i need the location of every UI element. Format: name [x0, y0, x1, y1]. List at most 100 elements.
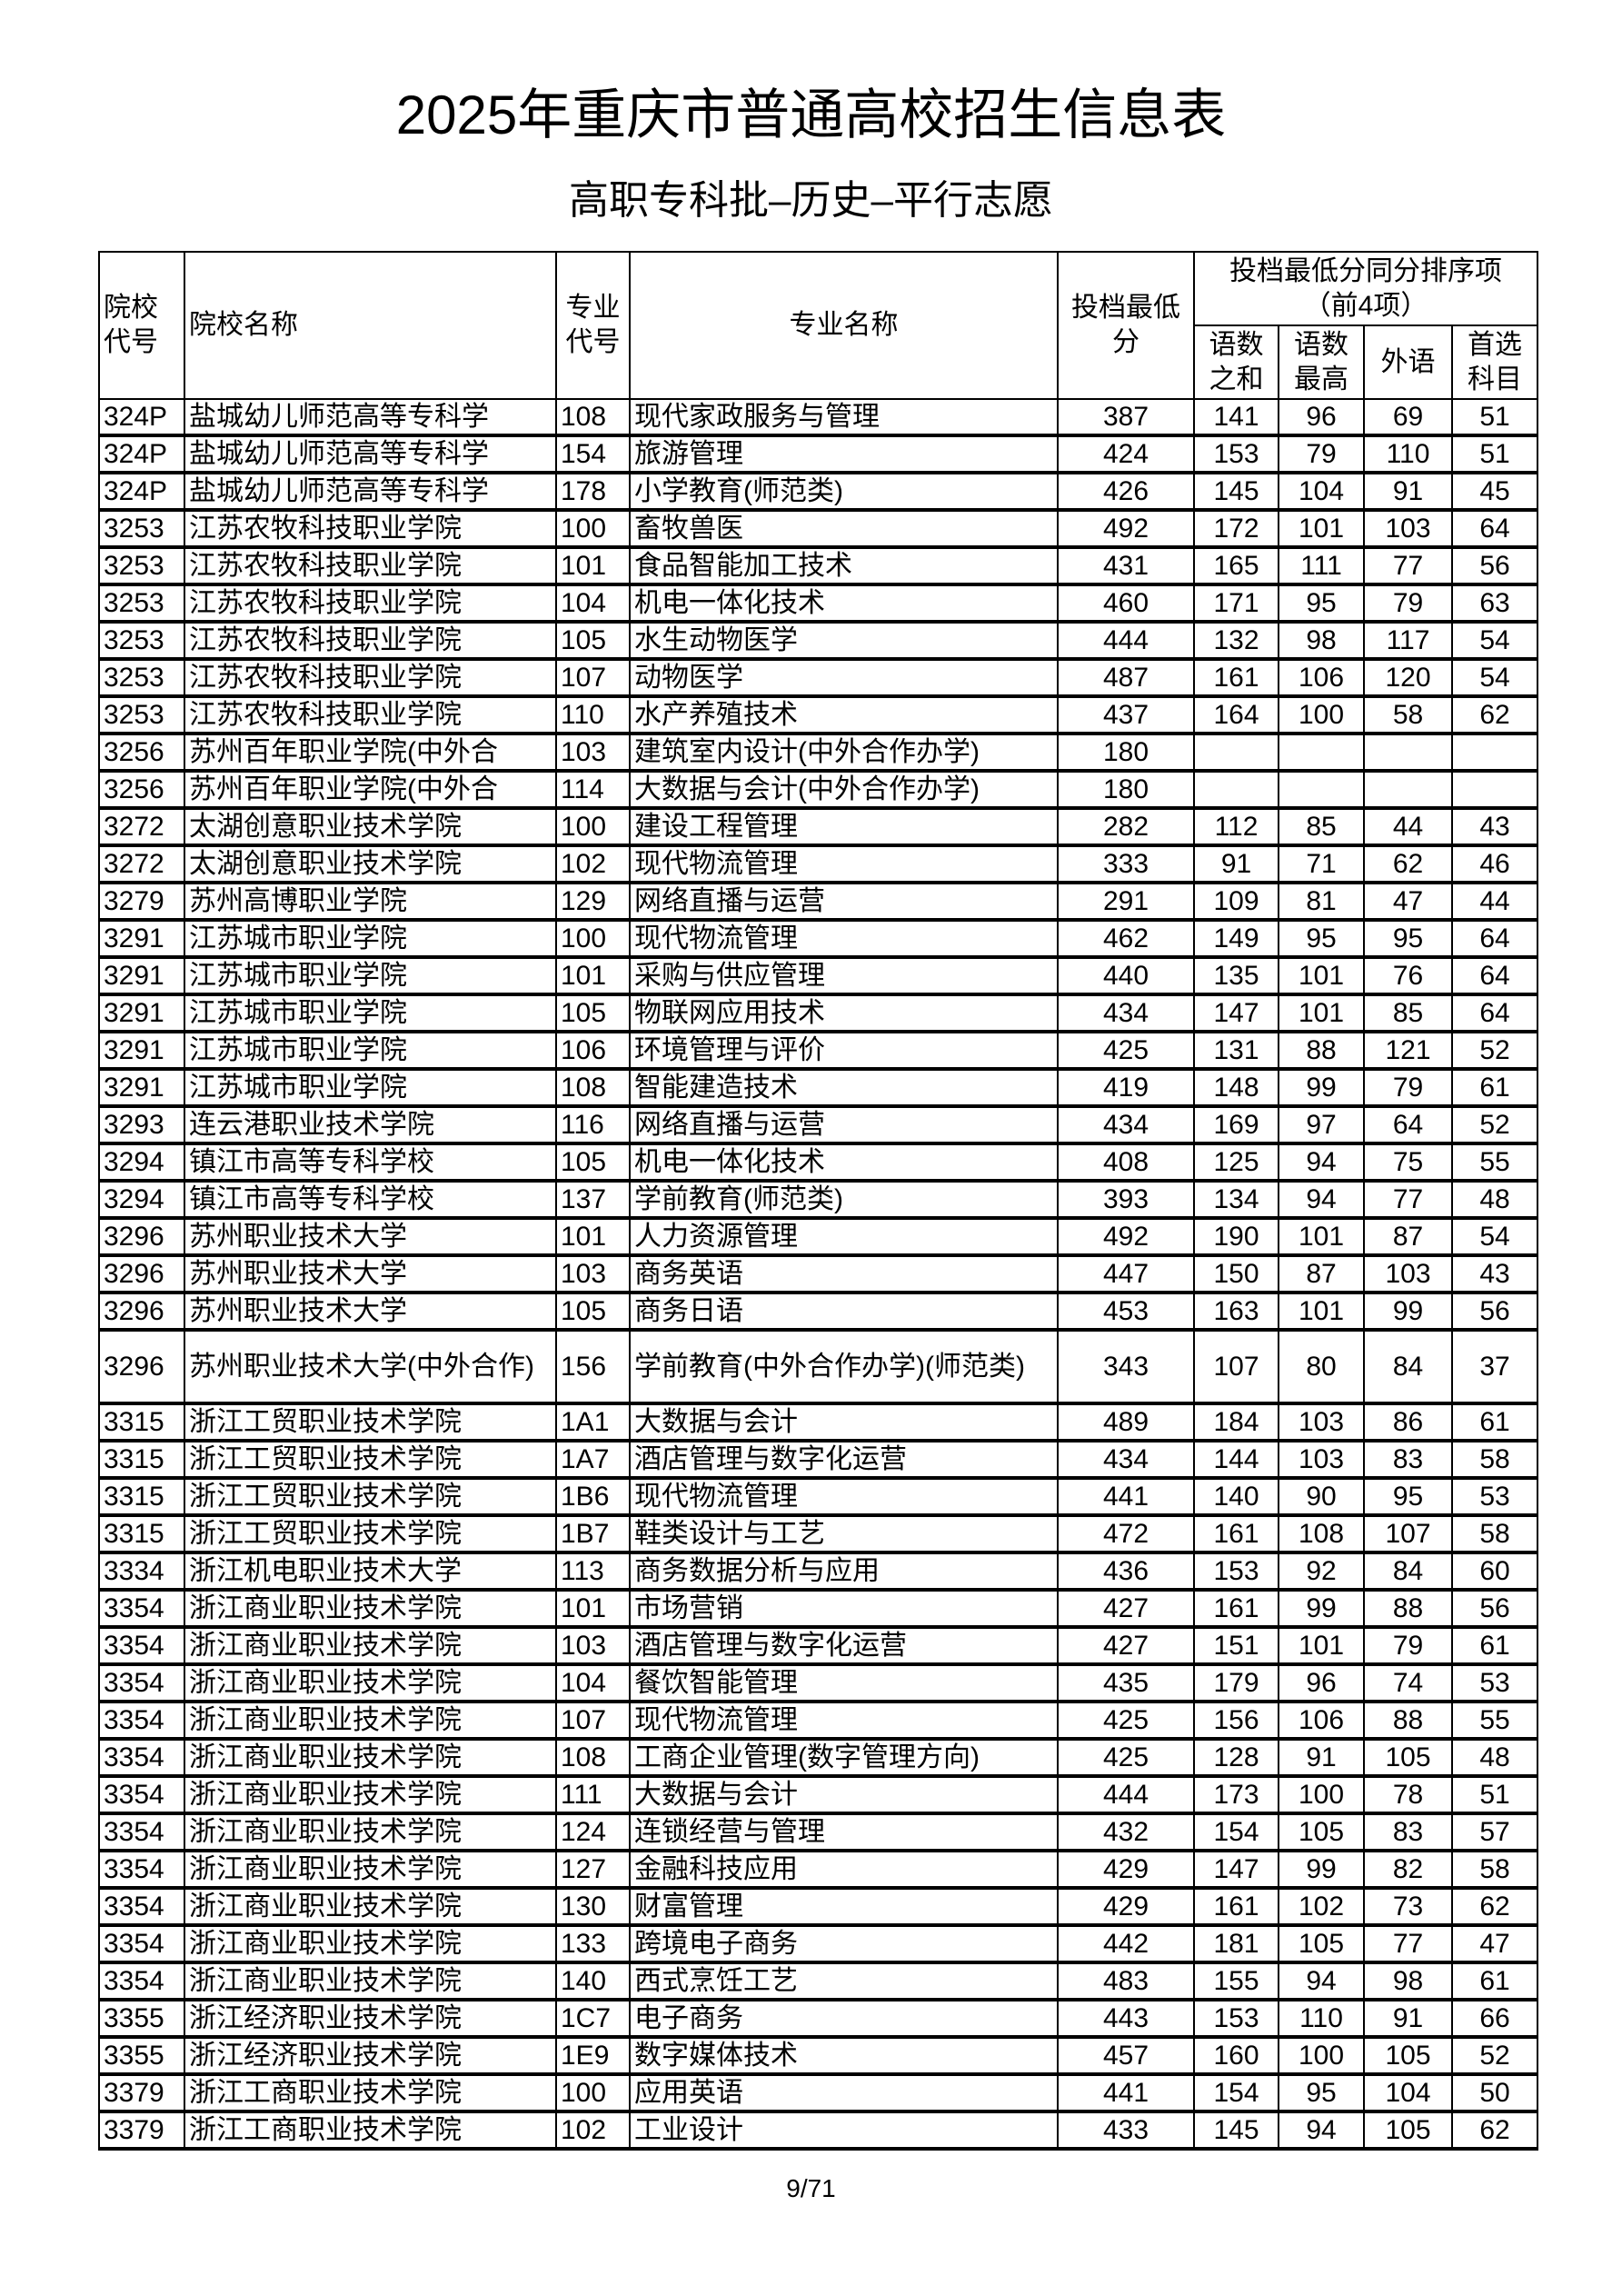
- cell-foreign-score: 85: [1363, 993, 1453, 1033]
- cell-first-subject: 55: [1451, 1143, 1538, 1183]
- cell-school-code: 3379: [98, 2111, 185, 2151]
- cell-school-code: 3253: [98, 658, 185, 698]
- cell-min-score: 387: [1057, 398, 1195, 437]
- cell-first-subject: 43: [1451, 1254, 1538, 1294]
- cell-school-code: 3253: [98, 584, 185, 624]
- cell-school-code: 3253: [98, 546, 185, 586]
- cell-min-score: 444: [1057, 621, 1195, 661]
- cell-major-name: 大数据与会计: [629, 1775, 1059, 1815]
- cell-yushu-sum: 164: [1193, 695, 1279, 735]
- cell-school-name: 苏州职业技术大学: [184, 1292, 557, 1332]
- header-yushu-max: 语数最高: [1278, 324, 1365, 400]
- cell-min-score: 425: [1057, 1701, 1195, 1741]
- cell-major-name: 酒店管理与数字化运营: [629, 1626, 1059, 1666]
- cell-yushu-max: 110: [1278, 1999, 1365, 2039]
- cell-major-name: 大数据与会计(中外合作办学): [629, 770, 1059, 810]
- cell-major-code: 108: [555, 398, 631, 437]
- cell-major-name: 市场营销: [629, 1589, 1059, 1629]
- cell-yushu-sum: 109: [1193, 882, 1279, 922]
- cell-yushu-sum: 147: [1193, 1850, 1279, 1890]
- cell-major-name: 水生动物医学: [629, 621, 1059, 661]
- table-row: 3354 浙江商业职业技术学院 127 金融科技应用 429 147 99 82 58: [98, 1850, 1538, 1890]
- cell-school-name: 浙江工商职业技术学院: [184, 2111, 557, 2151]
- cell-major-code: 104: [555, 584, 631, 624]
- cell-foreign-score: 83: [1363, 1812, 1453, 1852]
- cell-major-code: 100: [555, 2073, 631, 2113]
- cell-yushu-max: 85: [1278, 807, 1365, 847]
- cell-yushu-max: 101: [1278, 509, 1365, 549]
- cell-major-code: 101: [555, 956, 631, 996]
- cell-yushu-sum: 155: [1193, 1962, 1279, 2002]
- cell-major-name: 人力资源管理: [629, 1217, 1059, 1257]
- cell-yushu-sum: 163: [1193, 1292, 1279, 1332]
- cell-major-code: 102: [555, 2111, 631, 2151]
- cell-yushu-max: 94: [1278, 1143, 1365, 1183]
- cell-first-subject: 66: [1451, 1999, 1538, 2039]
- cell-yushu-sum: 145: [1193, 2111, 1279, 2151]
- cell-min-score: 425: [1057, 1738, 1195, 1778]
- cell-first-subject: 64: [1451, 993, 1538, 1033]
- cell-foreign-score: 79: [1363, 1068, 1453, 1108]
- cell-school-name: 浙江商业职业技术学院: [184, 1701, 557, 1741]
- table-row: 3379 浙江工商职业技术学院 100 应用英语 441 154 95 104 50: [98, 2073, 1538, 2113]
- cell-yushu-max: 105: [1278, 1924, 1365, 1964]
- cell-yushu-max: 103: [1278, 1403, 1365, 1442]
- cell-yushu-sum: 190: [1193, 1217, 1279, 1257]
- cell-school-code: 3354: [98, 1887, 185, 1927]
- cell-yushu-sum: 156: [1193, 1701, 1279, 1741]
- cell-major-code: 140: [555, 1962, 631, 2002]
- cell-school-name: 浙江工贸职业技术学院: [184, 1477, 557, 1517]
- cell-school-code: 3253: [98, 695, 185, 735]
- cell-school-code: 3355: [98, 2036, 185, 2076]
- cell-major-code: 130: [555, 1887, 631, 1927]
- cell-min-score: 492: [1057, 1217, 1195, 1257]
- cell-major-name: 旅游管理: [629, 434, 1059, 474]
- table-row: 3291 江苏城市职业学院 108 智能建造技术 419 148 99 79 61: [98, 1068, 1538, 1108]
- cell-foreign-score: 62: [1363, 844, 1453, 884]
- cell-school-code: 3296: [98, 1254, 185, 1294]
- cell-major-code: 107: [555, 658, 631, 698]
- cell-yushu-sum: 148: [1193, 1068, 1279, 1108]
- cell-major-name: 网络直播与运营: [629, 882, 1059, 922]
- cell-yushu-max: 87: [1278, 1254, 1365, 1294]
- cell-foreign-score: 74: [1363, 1663, 1453, 1703]
- cell-yushu-sum: 161: [1193, 1589, 1279, 1629]
- table-row: 324P 盐城幼儿师范高等专科学 108 现代家政服务与管理 387 141 96 69 51: [98, 398, 1538, 437]
- cell-min-score: 432: [1057, 1812, 1195, 1852]
- table-row: 324P 盐城幼儿师范高等专科学 178 小学教育(师范类) 426 145 104 91 45: [98, 472, 1538, 512]
- cell-school-code: 3354: [98, 1850, 185, 1890]
- cell-first-subject: 51: [1451, 434, 1538, 474]
- cell-school-name: 浙江商业职业技术学院: [184, 1663, 557, 1703]
- cell-yushu-sum: 112: [1193, 807, 1279, 847]
- cell-first-subject: [1451, 770, 1538, 810]
- cell-yushu-sum: [1193, 770, 1279, 810]
- cell-yushu-sum: 135: [1193, 956, 1279, 996]
- cell-yushu-sum: 154: [1193, 2073, 1279, 2113]
- cell-school-code: 3379: [98, 2073, 185, 2113]
- cell-school-code: 3272: [98, 844, 185, 884]
- cell-yushu-max: 94: [1278, 1962, 1365, 2002]
- cell-school-name: 江苏农牧科技职业学院: [184, 509, 557, 549]
- cell-yushu-max: 106: [1278, 658, 1365, 698]
- cell-yushu-sum: 161: [1193, 1887, 1279, 1927]
- cell-foreign-score: 64: [1363, 1105, 1453, 1145]
- cell-major-name: 畜牧兽医: [629, 509, 1059, 549]
- cell-yushu-max: 103: [1278, 1440, 1365, 1480]
- cell-yushu-max: 91: [1278, 1738, 1365, 1778]
- cell-major-code: 105: [555, 1292, 631, 1332]
- cell-school-name: 浙江商业职业技术学院: [184, 1850, 557, 1890]
- cell-min-score: 434: [1057, 1105, 1195, 1145]
- cell-yushu-sum: 184: [1193, 1403, 1279, 1442]
- cell-major-name: 工业设计: [629, 2111, 1059, 2151]
- cell-yushu-sum: 132: [1193, 621, 1279, 661]
- cell-yushu-sum: 107: [1193, 1329, 1279, 1405]
- cell-school-name: 苏州百年职业学院(中外合: [184, 733, 557, 773]
- cell-major-code: 103: [555, 1254, 631, 1294]
- cell-first-subject: 61: [1451, 1626, 1538, 1666]
- cell-major-code: 101: [555, 1217, 631, 1257]
- cell-yushu-max: 101: [1278, 1626, 1365, 1666]
- cell-major-name: 采购与供应管理: [629, 956, 1059, 996]
- cell-first-subject: 47: [1451, 1924, 1538, 1964]
- cell-first-subject: 56: [1451, 1292, 1538, 1332]
- cell-school-name: 苏州职业技术大学: [184, 1217, 557, 1257]
